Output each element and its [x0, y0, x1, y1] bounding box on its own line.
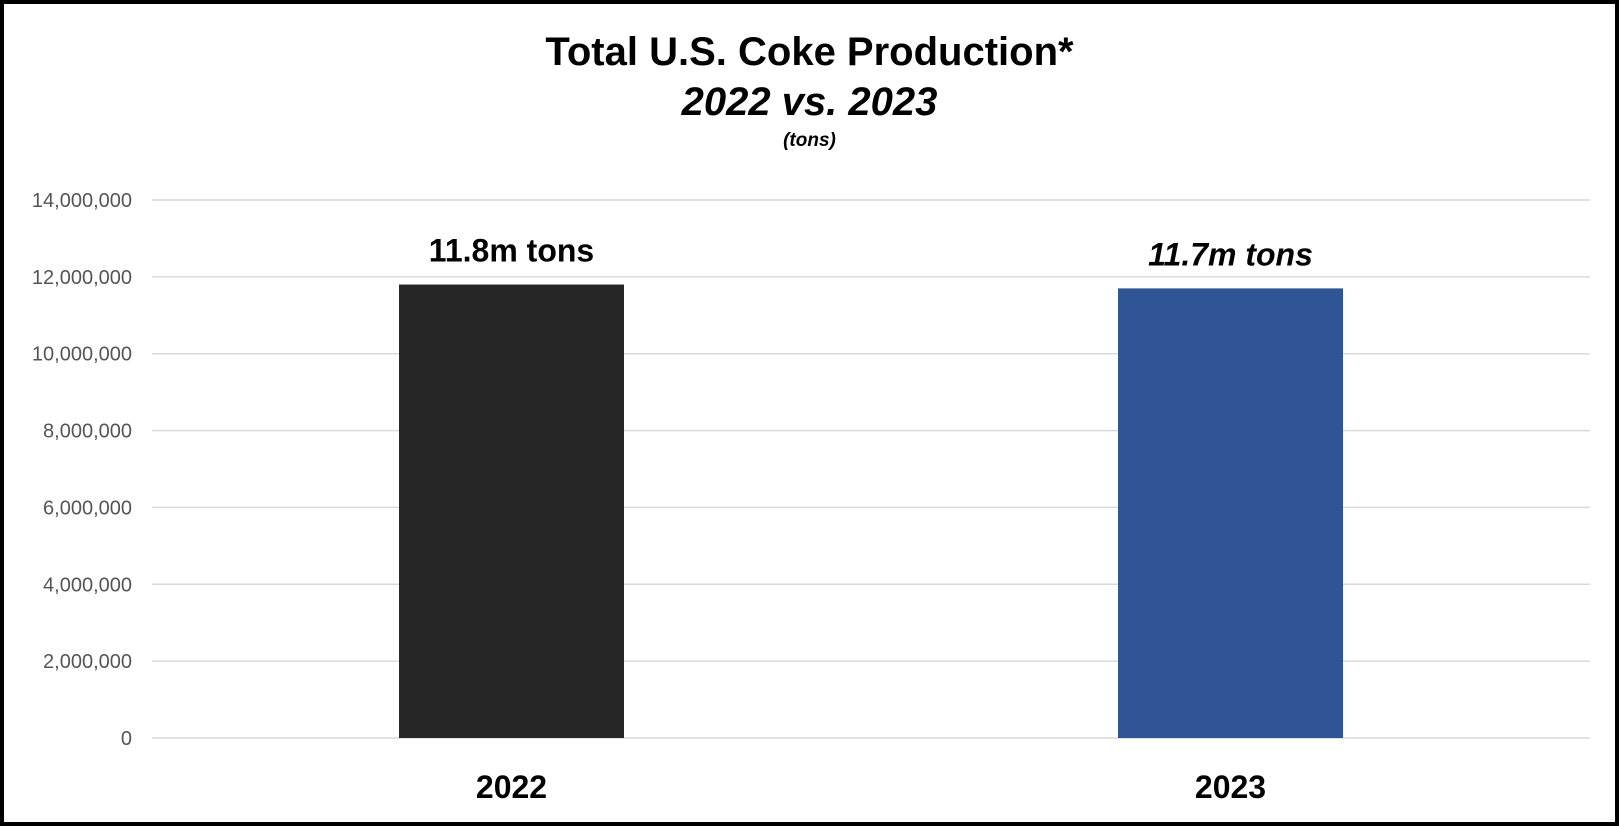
chart-subtitle: 2022 vs. 2023 [681, 80, 938, 124]
data-label: 11.7m tons [1148, 236, 1313, 272]
y-tick-label: 0 [121, 728, 132, 750]
x-tick-label: 2022 [476, 769, 547, 805]
chart-title: Total U.S. Coke Production* [545, 30, 1074, 74]
y-tick-label: 14,000,000 [32, 190, 132, 212]
y-tick-label: 6,000,000 [43, 497, 132, 519]
y-tick-label: 4,000,000 [43, 574, 132, 596]
x-tick-label: 2023 [1195, 769, 1266, 805]
y-tick-label: 8,000,000 [43, 421, 132, 443]
y-tick-label: 10,000,000 [32, 344, 132, 366]
y-tick-label: 12,000,000 [32, 267, 132, 289]
y-tick-label: 2,000,000 [43, 651, 132, 673]
data-label: 11.8m tons [429, 233, 594, 269]
title-block: Total U.S. Coke Production* 2022 vs. 202… [4, 30, 1615, 152]
bar [399, 284, 624, 738]
bar [1118, 288, 1343, 738]
chart-unit-note: (tons) [783, 130, 836, 151]
